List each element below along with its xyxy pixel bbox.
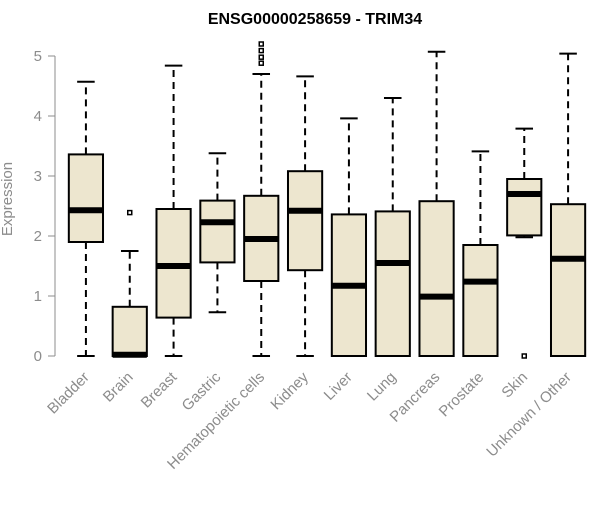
box-hematopoietic-cells [243,41,280,357]
iqr-box [199,199,236,264]
x-tick-label: Lung [364,369,400,405]
x-tick-label: Kidney [267,368,312,413]
box-breast [155,64,192,357]
x-tick-label: Brain [100,369,137,406]
chart-title: ENSG00000258659 - TRIM34 [208,11,422,28]
outlier-point [258,54,264,60]
y-tick-label: 3 [34,168,42,185]
iqr-box [549,203,587,357]
box-pancreas [418,50,455,357]
y-tick-label: 5 [34,48,42,65]
box-brain [111,209,148,358]
iqr-box [506,178,543,237]
box-unknown-other [549,52,587,357]
iqr-box [67,153,105,243]
box-skin [506,127,543,359]
x-tick-label: Liver [321,369,356,404]
iqr-box [462,244,499,357]
box-prostate [462,150,499,357]
box-kidney [286,75,324,357]
y-tick-label: 4 [34,108,42,125]
iqr-box [418,200,455,357]
outlier-point [258,41,264,47]
outlier-point [258,60,264,66]
x-tick-label: Bladder [44,369,93,418]
outlier-point [127,209,133,216]
boxes-group [67,41,587,359]
iqr-box [111,305,148,357]
iqr-box [374,210,411,357]
y-axis: 0 1 2 3 4 5 [34,48,56,365]
box-gastric [199,152,236,314]
y-tick-label: 1 [34,288,42,305]
box-liver [330,117,368,357]
iqr-box [286,170,324,272]
box-lung [374,97,411,357]
outlier-point [258,47,264,54]
x-tick-label: Skin [498,369,531,402]
y-axis-label: Expression [0,162,16,236]
y-tick-label: 2 [34,228,42,245]
box-bladder [67,80,105,357]
x-tick-label: Prostate [436,369,488,421]
outlier-point [521,353,527,359]
y-tick-label: 0 [34,348,42,365]
x-tick-label: Breast [138,368,181,411]
